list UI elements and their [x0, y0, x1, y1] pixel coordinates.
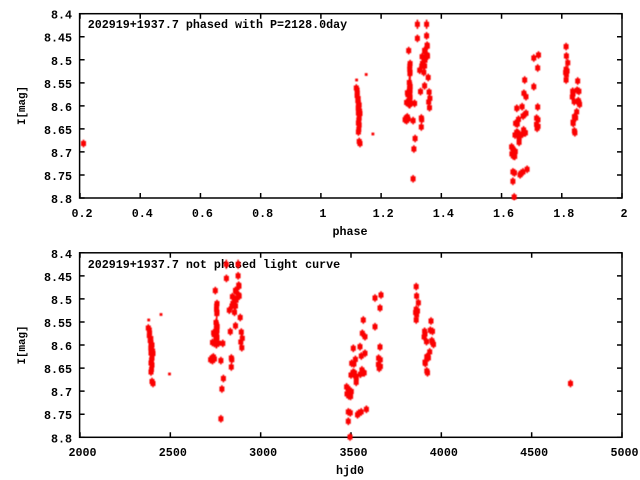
svg-text:8.75: 8.75: [44, 409, 72, 423]
svg-text:8.45: 8.45: [44, 271, 72, 285]
svg-text:202919+1937.7 phased with P=21: 202919+1937.7 phased with P=2128.0day: [88, 18, 348, 32]
svg-text:0.8: 0.8: [252, 207, 273, 221]
svg-text:phase: phase: [332, 225, 367, 239]
svg-text:1.2: 1.2: [373, 207, 394, 221]
svg-text:8.65: 8.65: [44, 363, 72, 377]
svg-text:8.6: 8.6: [51, 101, 72, 115]
svg-text:8.55: 8.55: [44, 78, 72, 92]
svg-text:8.5: 8.5: [51, 294, 72, 308]
svg-text:2: 2: [620, 207, 627, 221]
svg-text:3500: 3500: [339, 446, 367, 460]
svg-text:I[mag]: I[mag]: [17, 86, 29, 125]
svg-text:8.75: 8.75: [44, 170, 72, 184]
svg-text:8.8: 8.8: [51, 193, 72, 207]
svg-text:0.4: 0.4: [132, 207, 153, 221]
svg-text:8.45: 8.45: [44, 32, 72, 46]
svg-text:8.8: 8.8: [51, 432, 72, 446]
svg-text:8.4: 8.4: [51, 9, 72, 23]
svg-text:3000: 3000: [249, 446, 277, 460]
svg-text:8.7: 8.7: [51, 386, 72, 400]
svg-text:8.5: 8.5: [51, 55, 72, 69]
svg-text:202919+1937.7 not phased light: 202919+1937.7 not phased light curve: [88, 258, 341, 272]
svg-text:1: 1: [319, 207, 326, 221]
svg-text:5000: 5000: [610, 446, 638, 460]
svg-text:1.6: 1.6: [493, 207, 514, 221]
svg-text:8.4: 8.4: [51, 248, 72, 262]
svg-text:0.2: 0.2: [71, 207, 92, 221]
svg-text:8.65: 8.65: [44, 124, 72, 138]
svg-text:2000: 2000: [68, 446, 96, 460]
svg-text:8.6: 8.6: [51, 340, 72, 354]
svg-text:4500: 4500: [520, 446, 548, 460]
svg-text:8.7: 8.7: [51, 147, 72, 161]
svg-text:0.6: 0.6: [192, 207, 213, 221]
svg-text:8.55: 8.55: [44, 317, 72, 331]
svg-text:I[mag]: I[mag]: [17, 326, 29, 365]
svg-text:1.8: 1.8: [553, 207, 574, 221]
svg-text:2500: 2500: [159, 446, 187, 460]
svg-text:4000: 4000: [430, 446, 458, 460]
svg-text:1.4: 1.4: [433, 207, 454, 221]
svg-text:hjd0: hjd0: [336, 464, 364, 478]
